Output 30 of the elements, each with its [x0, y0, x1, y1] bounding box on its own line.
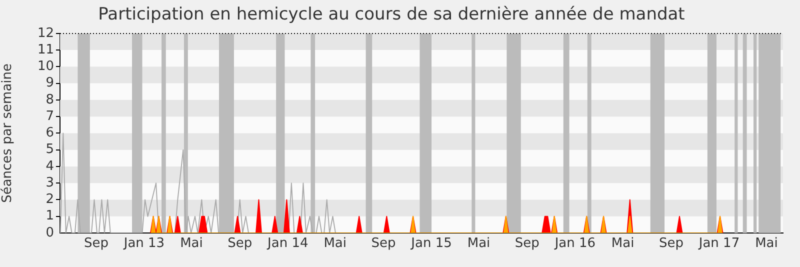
x-tick-label: Mai	[467, 236, 490, 252]
x-tick-label: Jan 14	[266, 236, 308, 252]
x-tick-label: Jan 13	[122, 236, 165, 252]
x-tick-label: Sep	[371, 236, 396, 252]
y-tick-label: 3	[46, 175, 54, 190]
y-tick-label: 7	[46, 108, 54, 124]
y-tick-label: 8	[46, 92, 54, 108]
y-tick-label: 0	[46, 225, 54, 240]
y-tick-label: 12	[37, 26, 54, 41]
y-tick-label: 10	[37, 59, 54, 74]
x-tick-label: Sep	[228, 236, 252, 252]
y-axis-title: Séances par semaine	[0, 63, 16, 203]
y-tick-label: 9	[46, 76, 54, 91]
y-tick-label: 1	[46, 208, 54, 224]
y-tick-label: 6	[46, 126, 54, 141]
x-tick-label: Sep	[658, 236, 684, 252]
x-tick-label: Mai	[324, 236, 347, 252]
y-tick-label: 11	[37, 42, 54, 58]
x-tick-label: Mai	[755, 236, 778, 252]
y-tick-label: 2	[46, 192, 54, 208]
x-tick-label: Jan 15	[410, 236, 452, 252]
x-tick-label: Mai	[611, 236, 634, 252]
chart-title: Participation en hemicycle au cours de sa dernière année de mandat	[98, 4, 686, 25]
y-tick-label: 5	[46, 142, 54, 158]
x-tick-label: Jan 17	[698, 236, 740, 252]
x-tick-label: Sep	[514, 236, 540, 252]
x-tick-label: Sep	[84, 236, 108, 252]
y-tick-label: 4	[46, 158, 54, 174]
x-tick-label: Jan 16	[554, 236, 596, 252]
x-tick-label: Mai	[180, 236, 203, 252]
